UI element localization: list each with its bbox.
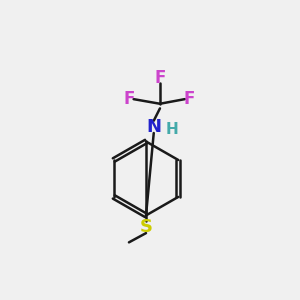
- Text: F: F: [123, 90, 135, 108]
- Text: F: F: [184, 90, 195, 108]
- Text: F: F: [154, 69, 166, 87]
- Text: N: N: [146, 118, 161, 136]
- Text: H: H: [166, 122, 179, 137]
- Text: S: S: [140, 218, 152, 236]
